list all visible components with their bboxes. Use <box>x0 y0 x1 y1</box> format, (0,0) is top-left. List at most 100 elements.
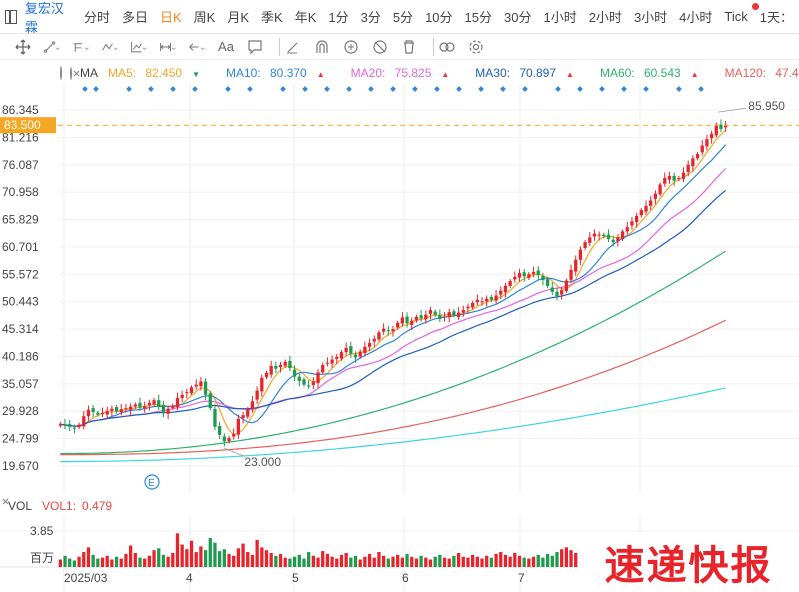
period-tab[interactable]: 月K <box>227 10 250 25</box>
event-dot[interactable] <box>247 86 253 92</box>
volume-bar[interactable] <box>86 547 91 567</box>
candle-body[interactable] <box>499 290 503 295</box>
indicator-settings-icon[interactable] <box>60 66 62 80</box>
volume-bar[interactable] <box>218 551 222 567</box>
volume-bar[interactable] <box>124 553 128 567</box>
event-dot[interactable] <box>412 86 418 92</box>
candle-body[interactable] <box>246 409 250 417</box>
event-dot[interactable] <box>577 86 583 92</box>
volume-bar[interactable] <box>260 547 264 567</box>
candle-body[interactable] <box>475 299 479 303</box>
candle-body[interactable] <box>531 272 536 275</box>
event-dot[interactable] <box>599 86 605 92</box>
volume-bar[interactable] <box>203 550 208 567</box>
candle-body[interactable] <box>297 376 301 381</box>
candle-body[interactable] <box>592 233 597 237</box>
candle-body[interactable] <box>236 418 241 435</box>
volume-bar[interactable] <box>269 552 273 567</box>
volume-bar[interactable] <box>128 545 133 567</box>
volume-bar[interactable] <box>283 557 287 567</box>
candle-body[interactable] <box>203 381 208 395</box>
volume-bar[interactable] <box>82 552 86 567</box>
volume-bar[interactable] <box>466 557 470 567</box>
candle-body[interactable] <box>138 402 142 408</box>
candle-body[interactable] <box>611 239 615 243</box>
candle-body[interactable] <box>461 309 465 313</box>
candle-body[interactable] <box>124 408 128 410</box>
line-icon[interactable] <box>43 38 61 56</box>
candle-body[interactable] <box>663 178 667 184</box>
candle-body[interactable] <box>456 312 461 317</box>
candle-body[interactable] <box>503 285 508 293</box>
volume-bar[interactable] <box>241 543 245 567</box>
candle-body[interactable] <box>400 317 405 324</box>
price-chart[interactable]: 86.345 81.216 76.087 70.958 65.829 60.701 55.5… <box>0 84 799 494</box>
candle-body[interactable] <box>630 221 634 226</box>
volume-bar[interactable] <box>68 558 72 567</box>
volume-bar[interactable] <box>508 556 512 567</box>
volume-bar[interactable] <box>522 557 526 567</box>
candle-body[interactable] <box>119 409 123 413</box>
candle-body[interactable] <box>471 302 475 308</box>
volume-bar[interactable] <box>157 548 161 567</box>
event-dot[interactable] <box>500 86 506 92</box>
close-indicator-icon[interactable] <box>70 66 80 80</box>
period-tab[interactable]: Tick <box>724 9 748 24</box>
candle-body[interactable] <box>147 402 152 406</box>
candle-body[interactable] <box>508 281 512 286</box>
volume-bar[interactable] <box>555 552 559 567</box>
event-dot[interactable] <box>368 86 374 92</box>
event-dot[interactable] <box>192 86 198 92</box>
event-dot[interactable] <box>456 86 462 92</box>
volume-bar[interactable] <box>227 553 231 567</box>
volume-bar[interactable] <box>372 557 376 567</box>
candle-body[interactable] <box>133 404 137 407</box>
candle-body[interactable] <box>199 381 203 387</box>
volume-bar[interactable] <box>91 554 95 567</box>
volume-bar[interactable] <box>424 557 428 567</box>
volume-bar[interactable] <box>545 553 550 567</box>
candle-body[interactable] <box>620 231 625 239</box>
candle-body[interactable] <box>466 306 470 309</box>
candle-body[interactable] <box>222 436 226 442</box>
volume-bar[interactable] <box>189 540 194 567</box>
volume-bar[interactable] <box>461 556 465 567</box>
candle-body[interactable] <box>171 405 175 408</box>
volume-bar[interactable] <box>58 559 62 567</box>
volume-bar[interactable] <box>344 552 348 567</box>
volume-bar[interactable] <box>330 556 334 567</box>
link-icon[interactable] <box>438 38 456 56</box>
candle-body[interactable] <box>541 276 545 281</box>
candle-body[interactable] <box>700 145 704 153</box>
candle-body[interactable] <box>644 205 648 212</box>
period-tab[interactable]: 5分 <box>392 10 414 25</box>
candle-body[interactable] <box>564 280 568 291</box>
volume-bar[interactable] <box>503 554 508 567</box>
candle-body[interactable] <box>335 356 339 359</box>
volume-bar[interactable] <box>419 555 423 567</box>
volume-bar[interactable] <box>114 556 119 567</box>
candle-body[interactable] <box>185 392 189 394</box>
candle-body[interactable] <box>180 394 184 399</box>
volume-bar[interactable] <box>564 547 568 567</box>
lock-icon[interactable] <box>342 38 360 56</box>
candle-body[interactable] <box>307 385 311 387</box>
move-icon[interactable] <box>14 38 32 56</box>
period-tab[interactable]: 15分 <box>464 10 492 25</box>
volume-bar[interactable] <box>274 555 278 567</box>
candle-body[interactable] <box>545 279 550 286</box>
candle-body[interactable] <box>274 365 278 369</box>
volume-bar[interactable] <box>428 559 433 567</box>
volume-bar[interactable] <box>292 556 297 567</box>
period-tab[interactable]: 2小时 <box>588 10 622 25</box>
volume-bar[interactable] <box>138 557 142 567</box>
volume-bar[interactable] <box>297 554 301 567</box>
volume-bar[interactable] <box>569 550 573 567</box>
candle-body[interactable] <box>58 424 62 426</box>
candle-body[interactable] <box>522 272 526 277</box>
candle-body[interactable] <box>292 369 297 377</box>
period-tab[interactable]: 年K <box>294 10 317 25</box>
period-tab[interactable]: 周K <box>193 10 216 25</box>
volume-bar[interactable] <box>531 556 536 567</box>
candle-body[interactable] <box>288 360 292 369</box>
